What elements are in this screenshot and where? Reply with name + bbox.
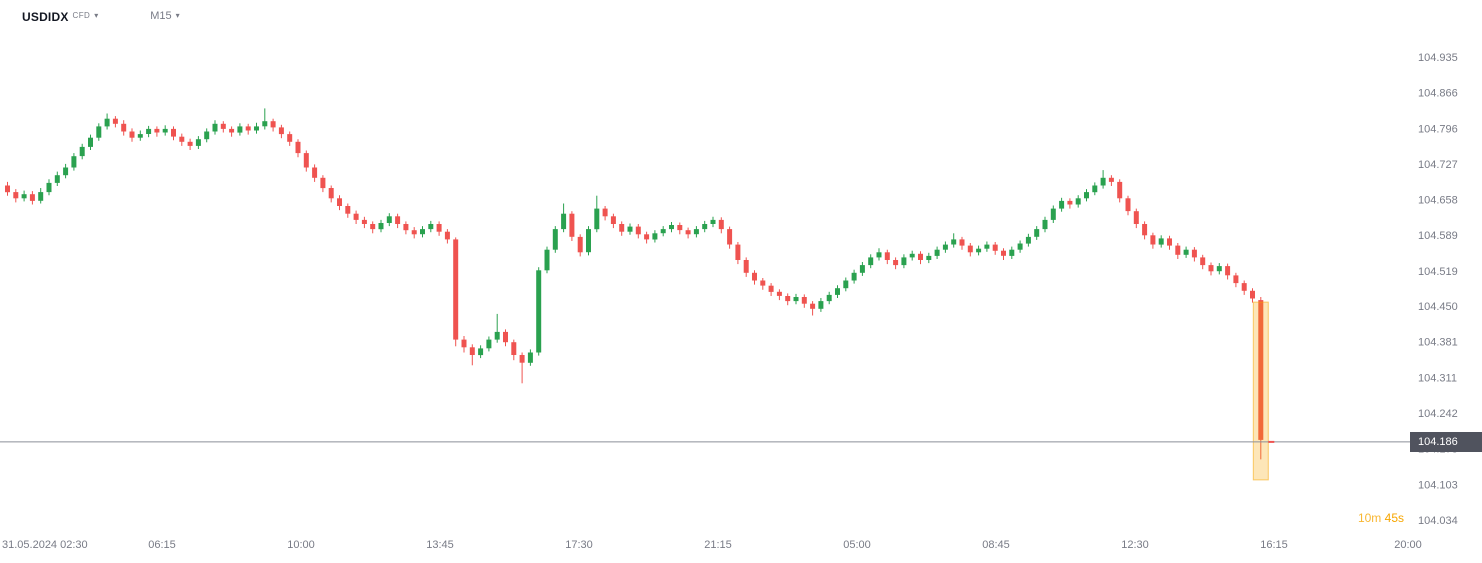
price-axis-label: 104.519 bbox=[1418, 266, 1458, 278]
time-axis-label: 06:15 bbox=[148, 539, 176, 551]
time-axis-label: 17:30 bbox=[565, 539, 593, 551]
price-axis-label: 104.727 bbox=[1418, 159, 1458, 171]
time-axis-label: 16:15 bbox=[1260, 539, 1288, 551]
time-axis-label: 10:00 bbox=[287, 539, 315, 551]
time-axis-label: 05:00 bbox=[843, 539, 871, 551]
price-axis-label: 104.935 bbox=[1418, 52, 1458, 64]
time-axis-label: 20:00 bbox=[1394, 539, 1422, 551]
candles-layer bbox=[5, 108, 1264, 460]
time-axis-label: 13:45 bbox=[426, 539, 454, 551]
price-axis-label: 104.796 bbox=[1418, 123, 1458, 135]
price-axis-label: 104.311 bbox=[1418, 373, 1457, 385]
countdown-seconds: 45s bbox=[1384, 511, 1404, 525]
time-axis-label: 21:15 bbox=[704, 539, 732, 551]
price-axis-label: 104.450 bbox=[1418, 301, 1458, 313]
chart-header: USDIDX CFD ▾ M15 ▾ bbox=[22, 10, 180, 24]
active-candle-highlight bbox=[1252, 301, 1269, 481]
chevron-down-icon: ▾ bbox=[175, 11, 180, 20]
countdown-minutes: 10m bbox=[1357, 511, 1382, 525]
instrument-type-label: CFD bbox=[72, 11, 91, 20]
price-axis-label: 104.658 bbox=[1418, 194, 1458, 206]
symbol-selector[interactable]: USDIDX CFD ▾ bbox=[22, 10, 98, 24]
candle-countdown: 10m 45s bbox=[1358, 511, 1404, 525]
time-axis-label: 08:45 bbox=[982, 539, 1010, 551]
price-axis-label: 104.034 bbox=[1418, 515, 1458, 527]
price-axis-label: 104.589 bbox=[1418, 230, 1458, 242]
timeframe-label: M15 bbox=[150, 10, 172, 22]
price-axis-label: 104.242 bbox=[1418, 408, 1458, 420]
price-axis-label: 104.866 bbox=[1418, 88, 1458, 100]
time-axis-label: 31.05.2024 02:30 bbox=[2, 539, 88, 551]
chevron-down-icon: ▾ bbox=[94, 11, 99, 20]
current-price-badge: 104.186 bbox=[1410, 431, 1482, 452]
price-axis-label: 104.103 bbox=[1418, 480, 1458, 492]
price-axis-label: 104.381 bbox=[1418, 337, 1458, 349]
timeframe-selector[interactable]: M15 ▾ bbox=[150, 10, 179, 22]
symbol-name: USDIDX bbox=[22, 10, 69, 24]
time-axis-label: 12:30 bbox=[1121, 539, 1149, 551]
